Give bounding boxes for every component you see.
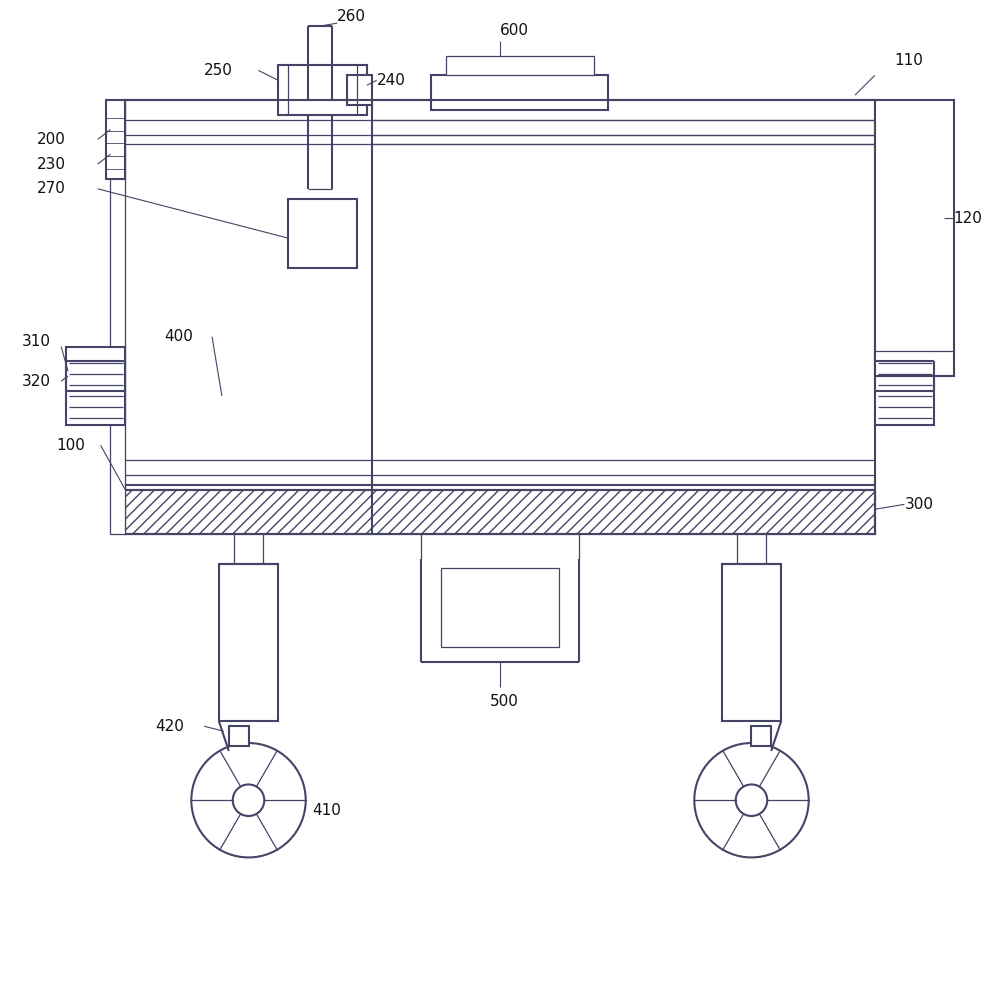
Text: 250: 250 (204, 63, 233, 78)
Text: 320: 320 (22, 374, 51, 389)
Text: 260: 260 (337, 9, 366, 24)
Bar (229, 726, 249, 746)
Text: 420: 420 (155, 719, 184, 734)
Bar (446, 55, 594, 75)
Circle shape (233, 784, 264, 816)
Text: 400: 400 (165, 329, 194, 344)
Bar (110, 100, 125, 534)
Circle shape (736, 784, 767, 816)
Bar (751, 726, 771, 746)
Bar (219, 564, 278, 721)
Bar (875, 100, 954, 376)
Bar (722, 564, 781, 721)
Bar (125, 490, 875, 534)
Text: 600: 600 (500, 24, 529, 39)
Text: 310: 310 (22, 334, 51, 349)
Text: 300: 300 (904, 496, 933, 512)
Bar (875, 346, 934, 425)
Bar (125, 490, 875, 534)
Circle shape (191, 743, 306, 857)
Bar (125, 100, 875, 534)
Bar (66, 346, 125, 425)
Bar (347, 75, 372, 105)
Bar (278, 65, 367, 115)
Text: 410: 410 (313, 803, 341, 818)
Circle shape (694, 743, 809, 857)
Bar (441, 569, 559, 648)
Bar (288, 199, 357, 268)
Text: 240: 240 (377, 73, 406, 88)
Text: 200: 200 (36, 132, 65, 147)
Text: 110: 110 (894, 53, 923, 68)
Text: 500: 500 (490, 694, 519, 709)
Text: 120: 120 (954, 211, 983, 225)
Text: 100: 100 (56, 438, 85, 453)
Text: 270: 270 (36, 181, 65, 196)
Bar (106, 100, 125, 179)
Bar (431, 75, 608, 110)
Text: 230: 230 (36, 156, 65, 172)
